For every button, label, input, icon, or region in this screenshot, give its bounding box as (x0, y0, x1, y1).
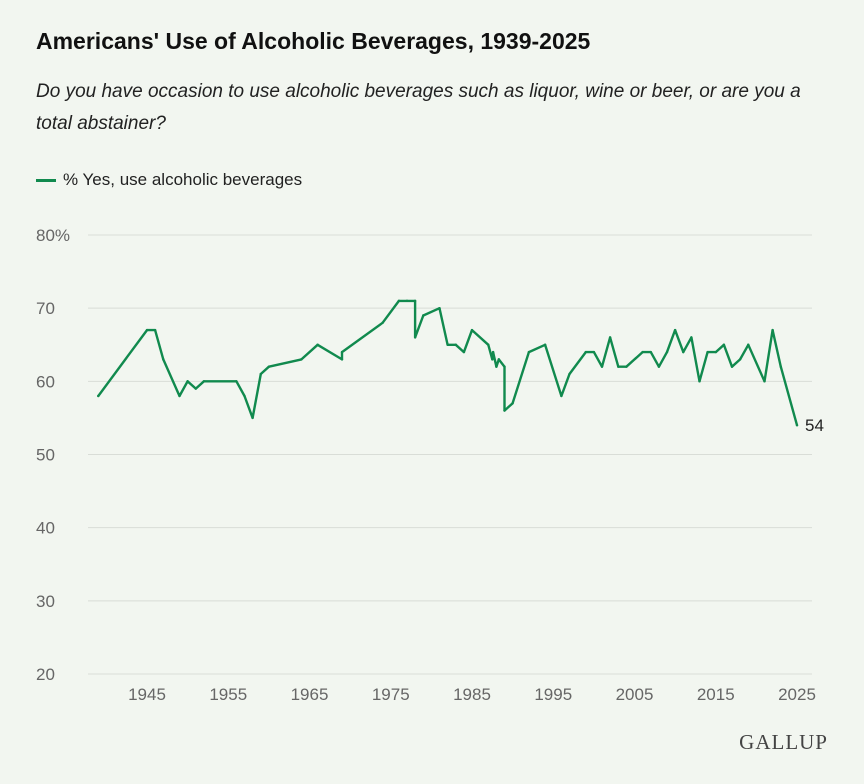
data-point (186, 380, 189, 383)
data-point (235, 380, 238, 383)
data-point (381, 321, 384, 324)
data-point (422, 314, 425, 317)
x-tick-label: 1965 (291, 685, 329, 704)
data-point (592, 350, 596, 354)
data-point (714, 350, 717, 354)
data-point (673, 328, 677, 332)
data-point (641, 350, 644, 354)
data-point (446, 343, 449, 346)
data-point (649, 350, 652, 354)
data-point (413, 299, 417, 303)
data-point (259, 372, 262, 376)
data-point (145, 328, 149, 332)
legend-swatch (36, 178, 56, 182)
data-point (527, 350, 531, 354)
y-axis-ticks: 20 30 40 50 60 70 80% (36, 226, 70, 684)
data-point (438, 306, 441, 310)
data-point (665, 350, 669, 354)
data-point (560, 394, 563, 398)
data-point (779, 365, 782, 368)
data-point (462, 350, 466, 354)
x-tick-label: 1975 (372, 685, 410, 704)
data-point (497, 358, 501, 361)
data-point (511, 402, 514, 405)
data-point (470, 328, 474, 332)
gallup-logo: GALLUP (739, 730, 828, 754)
data-point (340, 350, 344, 354)
data-point (568, 372, 571, 376)
data-point (178, 394, 181, 398)
y-tick-label: 60 (36, 372, 55, 391)
data-point (413, 336, 417, 339)
data-point (738, 358, 742, 361)
series-layer (97, 299, 799, 427)
x-tick-label: 1995 (534, 685, 572, 704)
x-tick-label: 2005 (616, 685, 654, 704)
y-tick-label: 30 (36, 592, 55, 611)
x-tick-label: 2015 (697, 685, 735, 704)
data-point (405, 299, 409, 303)
x-tick-label: 1945 (128, 685, 166, 704)
data-point (795, 424, 799, 427)
data-point (251, 416, 254, 420)
data-point (340, 358, 344, 361)
data-point (747, 343, 750, 346)
data-point (153, 328, 157, 332)
data-point (454, 343, 457, 346)
data-point (722, 343, 726, 346)
chart-subtitle: Do you have occasion to use alcoholic be… (36, 81, 801, 134)
data-point (584, 350, 587, 354)
data-point (97, 394, 100, 398)
y-tick-label: 50 (36, 446, 55, 465)
chart-title: Americans' Use of Alcoholic Beverages, 1… (36, 28, 591, 54)
data-point (316, 343, 319, 346)
y-tick-label: 40 (36, 519, 55, 538)
data-point (763, 380, 766, 383)
data-point (491, 350, 495, 354)
x-tick-label: 1985 (453, 685, 491, 704)
data-point (543, 343, 547, 346)
gridlines (88, 234, 812, 675)
x-axis-ticks: 1945 1955 1965 1975 1985 1995 2005 2015 2025 (128, 685, 816, 704)
data-point (682, 350, 685, 354)
data-point (267, 365, 271, 368)
data-point (194, 387, 197, 390)
data-point (771, 328, 774, 332)
data-point (487, 343, 490, 346)
x-tick-label: 1955 (209, 685, 247, 704)
y-tick-label: 70 (36, 299, 55, 318)
legend-label: % Yes, use alcoholic beverages (63, 170, 303, 189)
data-point (491, 358, 494, 361)
data-labels: 54 (805, 416, 824, 435)
data-point (243, 394, 246, 398)
y-tick-label: 20 (36, 665, 55, 684)
data-point (397, 299, 401, 303)
data-point (608, 336, 612, 339)
data-point (730, 365, 734, 368)
y-tick-label: 80% (36, 226, 70, 245)
end-data-label: 54 (805, 416, 824, 435)
data-point (202, 380, 206, 383)
data-point (706, 350, 709, 354)
data-point (503, 365, 506, 368)
data-point (503, 409, 506, 412)
data-point (690, 336, 693, 339)
data-point (617, 365, 620, 368)
data-point (300, 358, 303, 361)
data-point (495, 365, 498, 368)
data-point (600, 365, 604, 368)
series-line (97, 299, 799, 427)
data-points (97, 299, 799, 427)
x-tick-label: 2025 (778, 685, 816, 704)
data-point (657, 365, 661, 368)
data-point (625, 365, 628, 368)
data-point (162, 358, 165, 361)
legend: % Yes, use alcoholic beverages (36, 170, 302, 190)
data-point (698, 380, 701, 383)
